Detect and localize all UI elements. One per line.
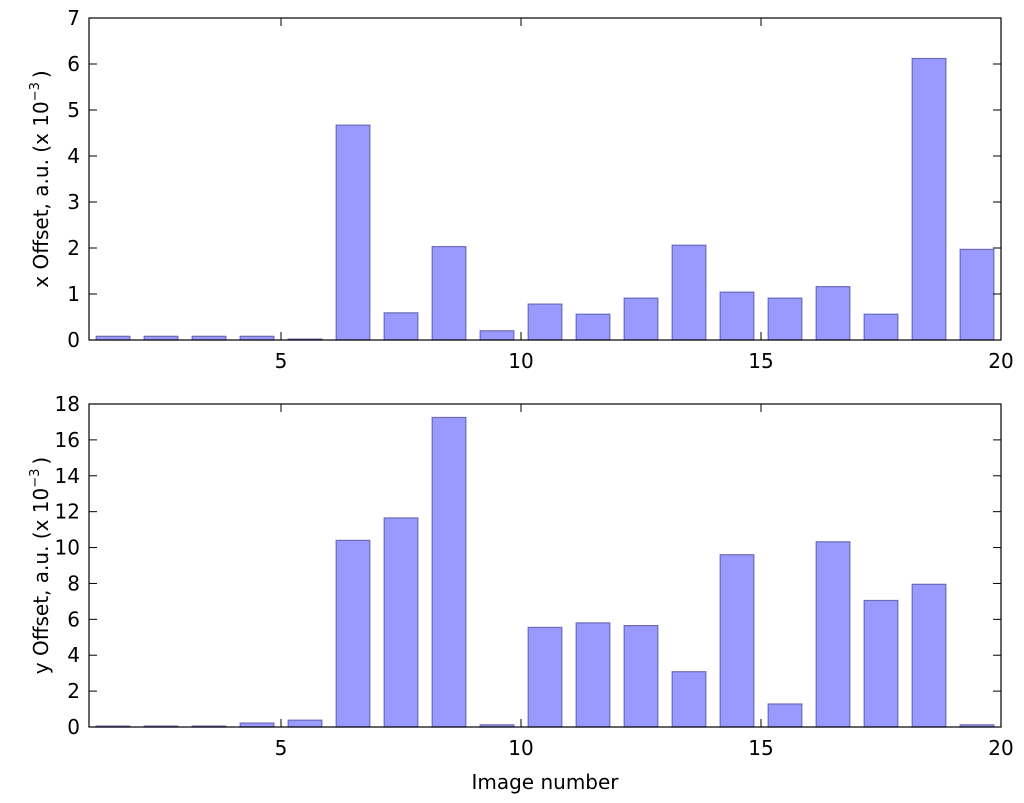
bar-18 bbox=[911, 583, 947, 728]
bar-12 bbox=[623, 625, 659, 728]
bar-10 bbox=[527, 626, 563, 728]
bar-19 bbox=[959, 248, 995, 341]
bar-8 bbox=[431, 246, 467, 341]
y-tick-label: 2 bbox=[67, 236, 80, 260]
y-tick-label: 2 bbox=[67, 679, 80, 703]
x-tick-label: 20 bbox=[988, 736, 1013, 760]
y-tick-label: 7 bbox=[67, 6, 80, 30]
bar-11 bbox=[575, 622, 611, 728]
y-tick-label: 10 bbox=[55, 536, 80, 560]
bar-6 bbox=[335, 124, 371, 341]
bar-10 bbox=[527, 303, 563, 341]
y-tick-label: 12 bbox=[55, 500, 80, 524]
bar-14 bbox=[719, 291, 755, 341]
x-offset-panel: 5 10 15 20 0 1 2 3 4 5 6 7 x Offset, a.u. (x 10−3) bbox=[28, 6, 1014, 373]
bar-16 bbox=[815, 541, 851, 728]
y-offset-panel: 5 10 15 20 0 2 4 6 8 10 12 14 16 18 y Offset, a.u. (x … bbox=[28, 392, 1014, 794]
y-tick-label: 5 bbox=[67, 98, 80, 122]
bar-9 bbox=[479, 330, 515, 341]
bar-6 bbox=[335, 539, 371, 728]
y-tick-label: 4 bbox=[67, 144, 80, 168]
y-tick-label: 1 bbox=[67, 282, 80, 306]
y-tick-label: 6 bbox=[67, 607, 80, 631]
x-tick-label: 15 bbox=[748, 349, 773, 373]
bar-7 bbox=[383, 517, 419, 728]
bar-17 bbox=[863, 313, 899, 341]
y-tick-label: 16 bbox=[55, 428, 80, 452]
axes-frame bbox=[88, 17, 1002, 341]
y-tick-label: 3 bbox=[67, 190, 80, 214]
y-tick-label: 0 bbox=[67, 715, 80, 739]
bar-18 bbox=[911, 57, 947, 341]
bar-5 bbox=[287, 719, 323, 728]
y-tick-label: 0 bbox=[67, 328, 80, 352]
y-tick-label: 8 bbox=[67, 571, 80, 595]
bar-15 bbox=[767, 297, 803, 341]
axes-frame bbox=[88, 403, 1002, 728]
y-tick-label: 4 bbox=[67, 643, 80, 667]
bar-7 bbox=[383, 312, 419, 341]
y-tick-label: 18 bbox=[55, 392, 80, 416]
x-axis-label: Image number bbox=[471, 770, 619, 794]
y-axis-label: y Offset, a.u. (x 10−3) bbox=[28, 457, 53, 674]
bar-14 bbox=[719, 554, 755, 728]
bar-16 bbox=[815, 286, 851, 341]
bar-13 bbox=[671, 671, 707, 728]
bar-12 bbox=[623, 297, 659, 341]
x-tick-label: 15 bbox=[748, 736, 773, 760]
x-tick-label: 10 bbox=[508, 349, 533, 373]
y-tick-label: 14 bbox=[55, 464, 80, 488]
x-tick-label: 5 bbox=[275, 349, 288, 373]
bar-8 bbox=[431, 416, 467, 728]
bar-17 bbox=[863, 599, 899, 728]
bar-13 bbox=[671, 244, 707, 341]
bar-11 bbox=[575, 313, 611, 341]
x-tick-label: 20 bbox=[988, 349, 1013, 373]
y-axis-label: x Offset, a.u. (x 10−3) bbox=[28, 70, 53, 287]
x-tick-label: 5 bbox=[275, 736, 288, 760]
y-tick-label: 6 bbox=[67, 52, 80, 76]
plot-area bbox=[89, 18, 1001, 340]
x-tick-label: 10 bbox=[508, 736, 533, 760]
bar-15 bbox=[767, 703, 803, 728]
